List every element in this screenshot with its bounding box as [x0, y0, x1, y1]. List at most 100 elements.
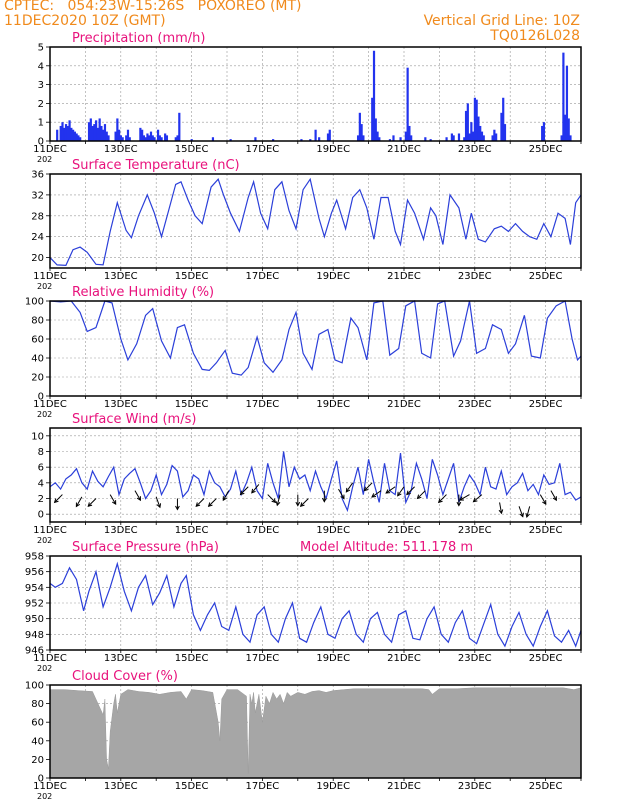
- precip-bar: [388, 139, 392, 141]
- wind-arrow: [134, 490, 141, 501]
- precip-bar: [468, 133, 471, 141]
- pres-xtick-label: 19DEC: [316, 653, 350, 664]
- precip-bar: [479, 125, 482, 141]
- wind-arrow: [75, 496, 83, 507]
- wind-arrow-head: [340, 494, 345, 500]
- wind-arrow-head: [519, 512, 524, 518]
- precip-bar: [98, 118, 101, 141]
- wind-arrow-head: [321, 497, 327, 503]
- precip-bar: [314, 129, 317, 141]
- precip-bar: [116, 118, 119, 141]
- wind-arrow: [499, 502, 502, 514]
- cloud-xtick-label: 23DEC: [458, 781, 492, 792]
- precip-bar: [493, 129, 496, 141]
- precip-bar: [75, 133, 78, 141]
- precip-bar: [95, 120, 98, 141]
- precip-bar: [107, 135, 110, 141]
- wind-arrow: [208, 498, 217, 507]
- precip-bar: [56, 129, 59, 141]
- precip-bar: [70, 127, 73, 141]
- wind-ytick-label: 0: [38, 510, 44, 521]
- cloud-xtick-label: 11DEC: [33, 781, 67, 792]
- wind-arrow: [222, 490, 230, 501]
- cloud-xtick-label: 19DEC: [316, 781, 350, 792]
- precip-bar: [473, 97, 476, 141]
- rh-xtick-label: 21DEC: [387, 399, 421, 410]
- wind-arrow-head: [207, 502, 213, 508]
- precip-bar: [463, 137, 466, 141]
- precip-bar: [158, 135, 161, 141]
- precip-bar: [372, 50, 376, 142]
- rh-xtick-label: 23DEC: [458, 399, 492, 410]
- header-station: CPTEC: 054:23W-15:26S POXOREO (MT): [4, 0, 302, 14]
- wind-frame: [49, 427, 582, 523]
- precip-bar: [360, 124, 363, 141]
- precip-bar: [562, 52, 565, 141]
- cloud-xtick-label: 25DEC: [529, 781, 563, 792]
- wind-arrow: [251, 484, 260, 494]
- pres-xtick-label: 15DEC: [175, 653, 209, 664]
- wind-arrow: [397, 486, 405, 497]
- precip-bar: [176, 135, 179, 141]
- temp-xtick-label: 17DEC: [246, 271, 280, 282]
- precip-bar: [450, 133, 453, 141]
- wind-arrow-head: [87, 502, 93, 508]
- wind-xtick-label: 21DEC: [387, 525, 421, 536]
- precip-bar: [87, 122, 91, 141]
- precip-bar: [482, 135, 485, 141]
- cloud-xtick-label: 13DEC: [104, 781, 138, 792]
- precip-bar: [59, 125, 62, 141]
- precip-bar: [410, 135, 413, 141]
- wind-arrow-head: [222, 496, 227, 502]
- cloud-xtick-label: 21DEC: [387, 781, 421, 792]
- wind-arrow: [438, 494, 447, 503]
- wind-arrow: [371, 490, 382, 498]
- precip-bar: [406, 67, 409, 141]
- precip-bar: [491, 135, 494, 141]
- wind-xtick-label: 23DEC: [458, 525, 492, 536]
- precip-bar: [149, 131, 153, 141]
- precip-bar: [141, 129, 144, 141]
- temp-line: [49, 177, 582, 267]
- rh-xtick-label: 11DEC: [33, 399, 67, 410]
- pres-ytick-label: 950: [25, 614, 44, 625]
- pres-xtick-label: 23DEC: [458, 653, 492, 664]
- wind-arrow: [550, 490, 557, 501]
- precip-bar: [146, 133, 149, 141]
- precip-bar: [68, 120, 71, 141]
- precip-bar: [139, 127, 142, 141]
- precip-bar: [376, 131, 379, 141]
- precip-title: Precipitation (mm/h): [72, 31, 205, 46]
- rh-xtick-label: 25DEC: [529, 399, 563, 410]
- wind-arrow: [338, 488, 345, 499]
- wind-arrow-head: [371, 493, 377, 498]
- wind-arrow: [155, 496, 161, 508]
- wind-xtick-label: 11DEC: [33, 525, 67, 536]
- precip-bar: [500, 112, 503, 141]
- precip-xtick-label: 23DEC: [458, 144, 492, 155]
- precip-bar: [61, 122, 64, 141]
- temp-ytick-label: 20: [31, 253, 44, 264]
- precip-bar: [326, 133, 330, 141]
- precip-bar: [93, 124, 96, 141]
- precip-bar: [153, 137, 156, 141]
- wind-arrow-head: [156, 503, 162, 509]
- cloud-ytick-label: 60: [31, 718, 44, 729]
- wind-xtick-label: 19DEC: [316, 525, 350, 536]
- pres-xtick-label: 17DEC: [246, 653, 280, 664]
- cloud-ytick-label: 0: [38, 774, 44, 785]
- precip-ytick-label: 1: [38, 118, 44, 129]
- precip-xtick-label: 21DEC: [387, 144, 421, 155]
- precip-frame: [49, 46, 582, 142]
- wind-xtick-label: 15DEC: [175, 525, 209, 536]
- precip-bar: [399, 137, 402, 141]
- precip-bar: [91, 125, 94, 141]
- rh-ytick-label: 0: [38, 392, 44, 403]
- precip-bar: [541, 125, 544, 141]
- pres-year-label: 202: [37, 664, 52, 673]
- temp-ytick-label: 28: [31, 211, 44, 222]
- pres-ytick-label: 952: [25, 599, 44, 610]
- precip-bar: [565, 65, 569, 141]
- precip-bar: [466, 103, 469, 141]
